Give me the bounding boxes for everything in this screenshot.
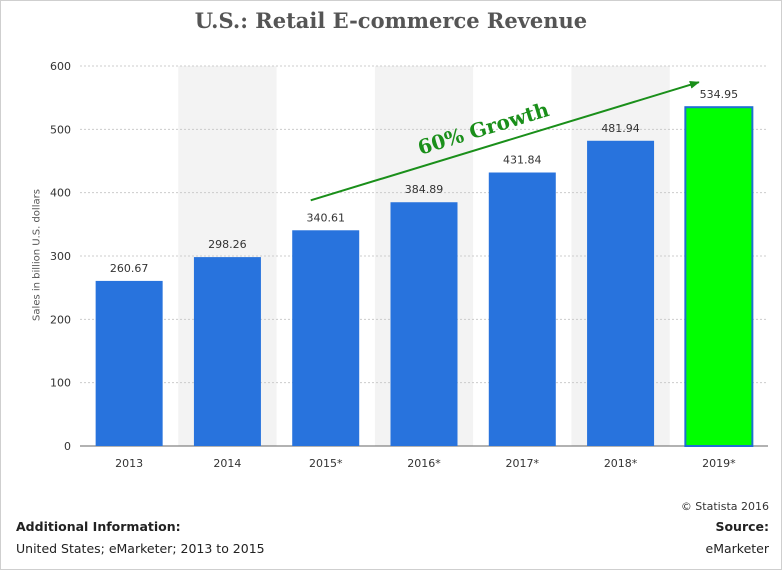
bar-2018 (587, 140, 655, 446)
bar-2019 (684, 106, 754, 447)
source-text: eMarketer (705, 541, 770, 556)
y-tick-label: 200 (50, 313, 71, 326)
data-labels: 260.67 298.26 340.61 384.89 431.84 481.94 534.… (110, 88, 738, 275)
data-label: 384.89 (405, 183, 444, 196)
bar-2013 (95, 280, 163, 446)
x-tick-label: 2018* (604, 457, 638, 470)
chart-title: U.S.: Retail E-commerce Revenue (194, 8, 588, 33)
y-tick-label: 300 (50, 250, 71, 263)
bar-2015 (292, 230, 360, 446)
data-label: 260.67 (110, 262, 149, 275)
x-tick-label: 2014 (213, 457, 241, 470)
bar-2016 (390, 202, 458, 446)
additional-info-title[interactable]: Additional Information: (16, 519, 181, 534)
y-tick-label: 0 (64, 440, 71, 453)
y-tick-label: 600 (50, 60, 71, 73)
growth-arrow (310, 80, 700, 202)
source-title[interactable]: Source: (715, 519, 769, 534)
y-tick-label: 500 (50, 123, 71, 136)
y-ticks: 0 100 200 300 400 500 600 (50, 60, 71, 453)
additional-info-text: United States; eMarketer; 2013 to 2015 (16, 541, 265, 556)
x-tick-labels: 2013 2014 2015* 2016* 2017* 2018* 2019* (115, 457, 736, 470)
y-tick-label: 100 (50, 377, 71, 390)
x-tick-label: 2013 (115, 457, 143, 470)
data-label: 431.84 (503, 154, 542, 167)
bar-2014 (193, 257, 261, 446)
copyright-text: © Statista 2016 (680, 500, 769, 513)
data-label: 340.61 (306, 211, 345, 224)
data-label: 534.95 (700, 88, 739, 101)
data-label: 298.26 (208, 238, 247, 251)
bar-2017 (488, 172, 556, 446)
data-label: 481.94 (601, 122, 640, 135)
bars (95, 106, 754, 447)
x-tick-label: 2015* (309, 457, 343, 470)
x-tick-label: 2017* (506, 457, 540, 470)
x-tick-label: 2016* (407, 457, 441, 470)
x-tick-label: 2019* (702, 457, 736, 470)
y-tick-label: 400 (50, 187, 71, 200)
